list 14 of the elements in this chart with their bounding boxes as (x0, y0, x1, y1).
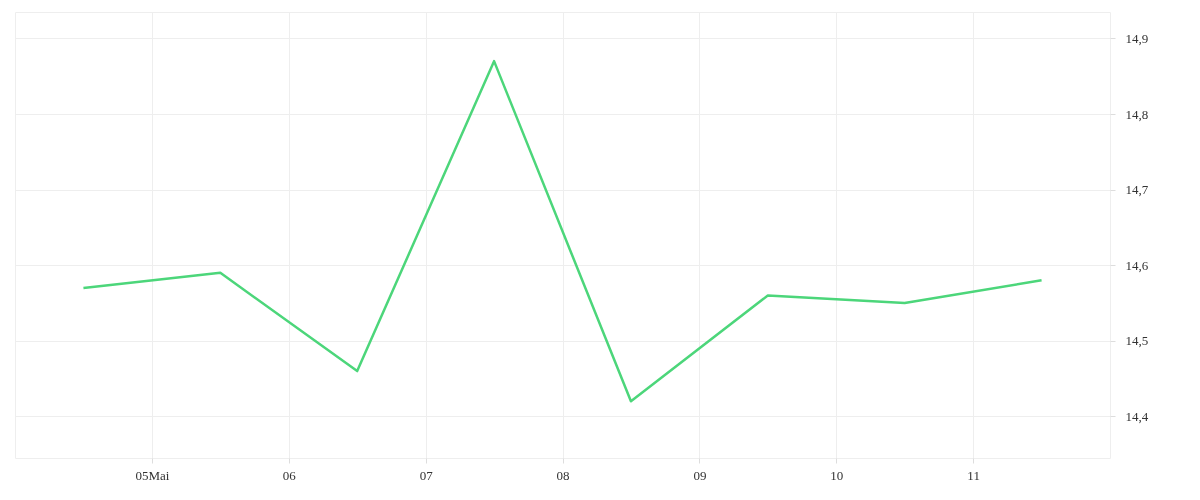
x-tick-label: 05Mai (135, 467, 170, 483)
x-tick-label: 07 (419, 467, 434, 483)
y-tick-label: 14,6 (1125, 257, 1149, 273)
x-tick-label: 10 (830, 467, 844, 483)
y-tick-label: 14,5 (1125, 333, 1149, 349)
y-tick-label: 14,4 (1125, 408, 1149, 424)
y-tick-label: 14,7 (1125, 182, 1149, 198)
x-tick-label: 06 (282, 467, 297, 483)
y-tick-label: 14,8 (1125, 106, 1149, 122)
x-tick-label: 11 (967, 467, 980, 483)
x-tick-label: 08 (556, 467, 570, 483)
line-series (82, 59, 1043, 403)
y-tick-label: 14,9 (1125, 30, 1149, 46)
x-tick-label: 09 (693, 467, 707, 483)
